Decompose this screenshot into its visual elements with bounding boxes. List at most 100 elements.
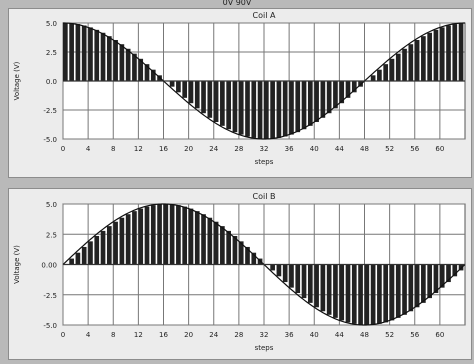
x-tick-label: 8 [111,145,115,153]
bar [132,53,137,81]
bar [251,252,257,265]
y-tick-label: 2.5 [46,49,57,57]
bar [94,235,100,265]
bar [282,81,288,137]
bar [188,81,194,104]
bar [326,264,332,315]
x-tick-label: 56 [410,331,419,339]
bar [100,32,106,81]
bar [314,81,319,123]
bar [194,81,200,109]
bar [182,206,188,265]
bar [213,221,219,265]
bar [169,204,175,265]
bar [270,264,275,271]
coil-b-panel: 5.0 2.5 0.00 -2.5 -5.0 0 4 8 12 16 20 24 28 32 36 40 44 4… [8,188,472,360]
x-axis-label: steps [255,158,274,166]
bar [207,81,213,118]
bar [81,25,87,81]
bar [106,36,112,81]
bar [119,217,125,265]
x-tick-label: 0 [61,331,65,339]
bar [264,81,269,139]
bar [326,81,332,114]
bar [377,264,382,324]
bar [144,206,150,265]
bar [295,81,301,133]
x-tick-label: 12 [134,331,143,339]
bar [383,264,389,323]
bar [389,58,395,81]
series-line [62,22,466,140]
bar [176,205,181,265]
x-axis-label: steps [255,344,274,352]
bar [270,81,275,139]
x-tick-label: 40 [310,145,319,153]
x-tick-label: 60 [435,331,444,339]
bar [301,264,307,299]
bar [232,235,238,265]
bar [220,81,225,126]
x-tick-label: 52 [385,145,394,153]
bar [220,226,225,265]
bar [94,29,100,82]
bar [213,81,219,123]
x-tick-label: 20 [184,145,193,153]
chart-title: Coil A [253,11,276,20]
bar [163,204,169,265]
y-tick-label: 2.5 [46,231,57,239]
bar [389,264,395,321]
top-clipped-label: 0V 90V [222,0,252,7]
bar [282,264,288,283]
bar [100,230,106,265]
bar [188,208,194,265]
bar [238,81,244,135]
bar [257,81,263,139]
bar [427,32,432,81]
bar [452,24,458,81]
bar [289,264,294,288]
bar [333,264,338,318]
bar [370,75,376,81]
bar [207,217,213,265]
y-tick-label: 5.0 [46,20,57,28]
x-tick-label: 36 [285,331,294,339]
bar [69,23,74,81]
bar [88,27,93,81]
bar [395,53,401,81]
x-tick-label: 32 [260,331,269,339]
bar [408,264,414,312]
bar [69,258,74,265]
x-tick-label: 56 [410,145,419,153]
bar [150,205,156,265]
x-tick-label: 40 [310,331,319,339]
bar [276,81,282,138]
bar [226,81,231,130]
y-tick-label: 0.00 [41,262,57,270]
bar [370,264,376,325]
bar [245,246,250,265]
bar [339,81,345,104]
bar [421,264,426,303]
x-tick-label: 28 [234,145,243,153]
bar [314,264,319,308]
bar [351,264,357,324]
bar [433,264,439,294]
bar [402,264,407,315]
bar [75,24,81,81]
x-tick-label: 48 [360,331,369,339]
bar [138,208,144,265]
coil-a-panel: 5.0 2.5 0.0 -2.5 -5.0 0 4 8 12 16 20 24 28 32 36 40 44 48… [8,8,472,178]
bar [414,39,420,81]
bar [383,64,389,81]
bar [289,81,294,135]
x-tick-label: 44 [335,331,344,339]
y-axis-label: Voltage (V) [13,61,21,100]
bar [113,221,118,265]
bar [88,241,93,265]
coil-b-chart: 5.02.50.00-2.5-5.00 4 8 12 16 20 24 28 32 36 40 44 4… [13,192,466,352]
bar [320,264,326,312]
y-tick-label: -2.5 [43,107,57,115]
bar [125,214,131,265]
bar [301,81,307,130]
